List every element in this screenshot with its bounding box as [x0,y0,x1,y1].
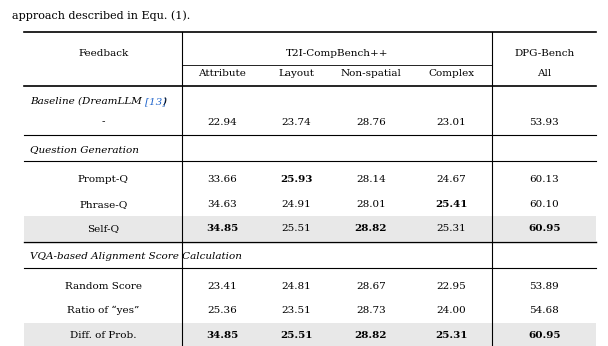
Bar [24,216,596,240]
Text: Layout: Layout [278,69,314,78]
Text: 25.93: 25.93 [280,175,313,184]
Text: Random Score: Random Score [65,282,142,291]
Text: 25.31: 25.31 [435,330,468,339]
Text: 25.51: 25.51 [282,224,311,233]
Text: 54.68: 54.68 [530,306,559,315]
Text: 53.89: 53.89 [530,282,559,291]
Text: 22.94: 22.94 [207,118,237,127]
Text: Non-spatial: Non-spatial [340,69,401,78]
Text: 34.85: 34.85 [206,330,238,339]
Text: Complex: Complex [429,69,474,78]
Text: 22.95: 22.95 [437,282,466,291]
Text: 28.67: 28.67 [356,282,385,291]
Text: 34.63: 34.63 [207,200,237,209]
Text: 23.01: 23.01 [437,118,466,127]
Text: 24.00: 24.00 [437,306,466,315]
Text: Ratio of “yes”: Ratio of “yes” [67,306,140,316]
Text: [13]: [13] [145,97,166,106]
Text: DPG-Bench: DPG-Bench [514,49,575,58]
Text: Feedback: Feedback [78,49,128,58]
Text: 34.85: 34.85 [206,224,238,233]
Text: 25.36: 25.36 [207,306,237,315]
Text: -: - [102,118,105,127]
Text: 28.01: 28.01 [356,200,385,209]
Text: 28.73: 28.73 [356,306,385,315]
Text: 60.95: 60.95 [528,224,561,233]
Text: T2I-CompBench++: T2I-CompBench++ [286,49,389,58]
Text: 25.51: 25.51 [280,330,313,339]
Text: 60.95: 60.95 [528,330,561,339]
Text: 53.93: 53.93 [530,118,559,127]
Text: 28.14: 28.14 [356,175,385,184]
Text: 24.91: 24.91 [282,200,311,209]
Text: 60.10: 60.10 [530,200,559,209]
Text: ): ) [162,97,166,106]
Text: 25.31: 25.31 [437,224,466,233]
Text: Prompt-Q: Prompt-Q [78,175,129,184]
Text: 33.66: 33.66 [207,175,237,184]
Text: approach described in Equ. (1).: approach described in Equ. (1). [12,10,190,21]
Text: 24.67: 24.67 [437,175,466,184]
Text: Attribute: Attribute [198,69,246,78]
Text: 25.41: 25.41 [435,200,468,209]
Text: Phrase-Q: Phrase-Q [79,200,128,209]
Text: 23.51: 23.51 [282,306,311,315]
Text: 23.74: 23.74 [282,118,311,127]
Text: Self-Q: Self-Q [88,224,119,233]
Text: Question Generation: Question Generation [30,146,139,155]
Text: 28.82: 28.82 [354,330,387,339]
Text: 23.41: 23.41 [207,282,237,291]
Text: 24.81: 24.81 [282,282,311,291]
Text: 28.82: 28.82 [354,224,387,233]
Text: Baseline (DreamLLM: Baseline (DreamLLM [30,97,145,106]
Text: Diff. of Prob.: Diff. of Prob. [70,330,137,339]
Bar [24,323,596,346]
Text: 28.76: 28.76 [356,118,385,127]
Text: All: All [537,69,551,78]
Text: VQA-based Alignment Score Calculation: VQA-based Alignment Score Calculation [30,252,242,261]
Text: 60.13: 60.13 [530,175,559,184]
